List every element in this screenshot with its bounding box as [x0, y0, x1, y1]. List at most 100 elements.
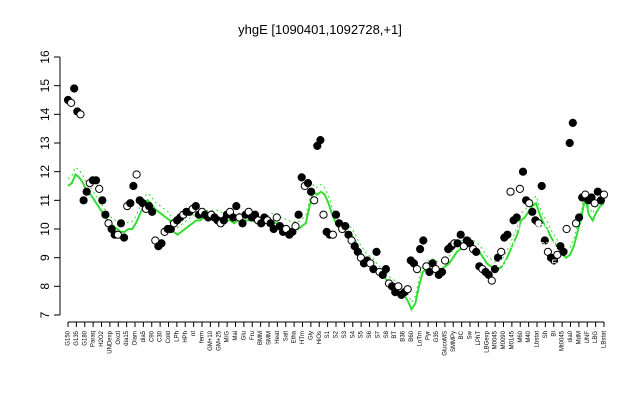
y-tick-label: 11 — [38, 194, 52, 207]
x-tick-label: S4 — [350, 330, 356, 338]
x-tick-label: Diam — [133, 331, 139, 345]
data-point — [441, 256, 450, 265]
x-tick-label: S2 — [334, 330, 340, 338]
x-tick-label: SMM — [267, 331, 273, 345]
series-points — [63, 84, 609, 299]
x-tick-label: G180 — [82, 330, 88, 345]
data-point — [307, 187, 316, 196]
data-point — [568, 118, 577, 128]
data-point — [91, 176, 101, 185]
data-point — [599, 190, 609, 199]
x-tick-label: Oxctl — [116, 331, 122, 345]
data-point — [319, 210, 328, 219]
data-point — [238, 219, 247, 228]
y-tick-label: 9 — [38, 254, 52, 261]
data-point — [518, 167, 528, 176]
y-tick-label: 7 — [38, 311, 52, 318]
y-tick-label: 14 — [38, 107, 52, 121]
x-tick-label: dia15 — [124, 330, 130, 345]
data-point — [472, 247, 481, 256]
x-tick-label: nt — [191, 331, 197, 336]
x-tick-label: GM+25 — [216, 330, 222, 351]
x-tick-label: C90 — [149, 330, 155, 342]
x-tick-label: HPh — [183, 331, 189, 343]
x-tick-label: HTm — [300, 331, 306, 344]
x-tick-label: UNF — [585, 331, 591, 344]
data-point — [310, 196, 319, 205]
data-point — [437, 267, 447, 277]
chart-title: yhgE [1090401,1092728,+1] — [238, 22, 402, 37]
data-point — [297, 173, 306, 182]
legend-title: clusters — [512, 221, 550, 233]
x-tick-label: S5 — [359, 330, 365, 338]
data-point — [132, 170, 141, 179]
legend-entry-2: A626 size: 546 — [497, 258, 570, 270]
data-point — [316, 136, 325, 145]
data-point — [562, 224, 571, 234]
x-tick-label: H2O2 — [99, 330, 105, 346]
x-tick-label: M0090 — [501, 330, 507, 349]
x-tick-label: Mal — [233, 331, 239, 341]
x-tick-label: Cold — [166, 331, 172, 343]
data-point — [525, 199, 534, 208]
x-tick-label: Salt — [283, 331, 289, 342]
data-point — [490, 265, 499, 274]
legend: clusters A618 size: 1 A626 size: 546 A62… — [497, 221, 576, 288]
data-point — [157, 239, 166, 248]
x-tick-label: G135 — [74, 330, 80, 345]
x-tick-label: LBG — [593, 331, 599, 343]
x-tick-label: dia5 — [141, 330, 147, 342]
x-tick-label: G150 — [66, 330, 72, 345]
x-tick-label: Heat — [275, 331, 281, 344]
x-tick-label: ferm — [200, 331, 206, 343]
x-tick-label: UNDexp — [107, 330, 113, 353]
x-tick-label: Gly — [308, 331, 314, 340]
x-tick-label: S6 — [367, 330, 373, 338]
data-point — [126, 199, 135, 208]
data-point — [98, 196, 107, 205]
data-point — [528, 207, 537, 216]
x-tick-label: G35 — [434, 330, 440, 342]
x-tick-label: Pyr — [426, 331, 432, 340]
data-point — [191, 202, 200, 211]
x-tick-label: B36 — [401, 330, 407, 341]
data-point — [403, 285, 412, 294]
data-point — [67, 98, 76, 108]
x-tick-label: LPhT — [476, 331, 482, 346]
data-point — [76, 110, 85, 119]
x-tick-label: LoTm — [417, 331, 423, 346]
x-tick-label: dia0 — [568, 330, 574, 342]
x-tick-label: S7 — [375, 330, 381, 338]
data-point — [565, 138, 574, 148]
x-tick-label: HiOs — [317, 331, 323, 344]
y-tick-label: 16 — [38, 50, 52, 64]
x-tick-label: Paraq — [91, 331, 97, 347]
x-tick-label: Glu — [241, 331, 247, 340]
x-tick-label: Etha — [292, 330, 298, 343]
x-tick-label: BMM — [258, 331, 264, 345]
data-point — [503, 230, 512, 239]
data-point — [331, 210, 341, 219]
data-point — [512, 213, 521, 222]
data-point — [291, 222, 300, 231]
data-point — [381, 265, 390, 274]
data-point — [537, 181, 546, 191]
legend-entry-1: A618 size: 1 — [497, 239, 558, 251]
x-tick-label: BI — [551, 331, 557, 337]
data-point — [148, 207, 157, 216]
x-tick-label: M/G — [225, 331, 231, 343]
data-point — [70, 84, 79, 93]
x-tick-label: LBGexp — [484, 330, 490, 352]
data-point — [303, 179, 313, 188]
legend-entry-3: A628 size: 1383 — [497, 276, 576, 288]
data-point — [534, 219, 543, 228]
data-point — [129, 181, 138, 191]
data-point — [116, 219, 126, 228]
x-tick-label: M0045 — [493, 330, 499, 349]
data-point — [82, 187, 91, 196]
x-tick-label: Mt0045 — [560, 330, 566, 351]
data-point — [232, 202, 241, 211]
x-tick-label: M40 — [526, 330, 532, 342]
data-point — [272, 213, 281, 222]
